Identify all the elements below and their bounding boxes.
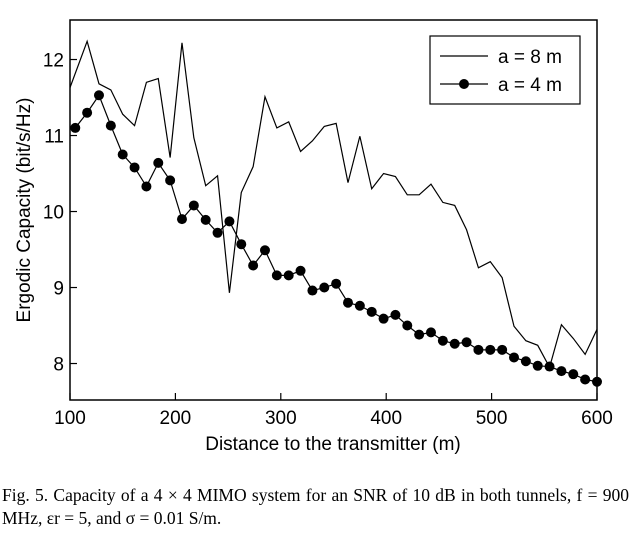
caption: Fig. 5. Capacity of a 4 × 4 MIMO system … xyxy=(2,485,629,528)
x-tick-label: 600 xyxy=(581,408,613,429)
point xyxy=(366,306,377,317)
point xyxy=(449,338,460,349)
point xyxy=(402,320,413,331)
point xyxy=(93,90,104,101)
point xyxy=(544,361,555,372)
point xyxy=(497,344,508,355)
point xyxy=(556,366,567,377)
point xyxy=(580,374,591,385)
legend-label: a = 4 m xyxy=(498,75,562,96)
legend-box xyxy=(429,35,581,105)
point xyxy=(568,369,579,380)
y-tick-label: 11 xyxy=(44,127,64,148)
point xyxy=(331,278,342,289)
x-tick-label: 100 xyxy=(54,408,86,429)
x-tick-label: 300 xyxy=(265,408,297,429)
y-tick-label: 10 xyxy=(43,203,64,224)
legend-label: a = 8 m xyxy=(498,47,562,68)
x-axis-label: Distance to the transmitter (m) xyxy=(205,434,461,455)
series-line xyxy=(69,39,598,369)
point xyxy=(188,200,199,211)
point xyxy=(117,149,128,160)
point xyxy=(508,352,519,363)
y-tick-label: 8 xyxy=(53,355,64,376)
chart: Distance to the transmitter (m) Ergodic … xyxy=(14,19,613,455)
point xyxy=(236,239,247,250)
point xyxy=(378,313,389,324)
y-tick-label: 9 xyxy=(53,279,64,300)
y-tick-label: 12 xyxy=(43,51,64,72)
point xyxy=(485,344,496,355)
point xyxy=(425,327,436,338)
point xyxy=(165,175,176,186)
point xyxy=(259,245,270,256)
point xyxy=(176,214,187,225)
point xyxy=(283,270,294,281)
point xyxy=(271,270,282,281)
point xyxy=(437,335,448,346)
point xyxy=(224,216,235,227)
point xyxy=(532,360,543,371)
x-tick-label: 200 xyxy=(160,408,192,429)
point xyxy=(461,337,472,348)
point xyxy=(390,309,401,320)
y-axis-label: Ergodic Capacity (bit/s/Hz) xyxy=(14,98,35,323)
series-line xyxy=(74,93,598,383)
point xyxy=(319,282,330,293)
point xyxy=(153,157,164,168)
point xyxy=(342,297,353,308)
point xyxy=(473,344,484,355)
point xyxy=(307,285,318,296)
point xyxy=(592,376,602,387)
x-tick-label: 400 xyxy=(370,408,402,429)
point xyxy=(70,122,81,133)
point xyxy=(129,162,140,173)
point xyxy=(200,214,211,225)
point xyxy=(105,120,116,131)
point xyxy=(212,227,223,238)
plot-frame xyxy=(69,19,598,401)
point xyxy=(414,329,425,340)
legend-marker xyxy=(459,79,469,89)
point xyxy=(141,181,152,192)
x-tick-label: 500 xyxy=(476,408,508,429)
point xyxy=(354,300,365,311)
point xyxy=(82,107,93,118)
point xyxy=(520,356,531,367)
point xyxy=(295,265,306,276)
point xyxy=(248,260,259,271)
